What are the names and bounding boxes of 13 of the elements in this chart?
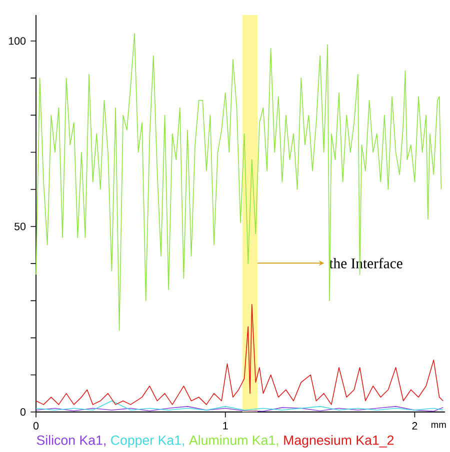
line-series	[36, 304, 444, 405]
x-tick-label: 2	[412, 422, 418, 430]
y-tick-label: 0	[20, 408, 26, 416]
y-tick-label: 50	[14, 222, 26, 230]
line-series	[36, 33, 442, 331]
text: Copper Ka1,	[111, 435, 184, 448]
x-axis-title: mm	[431, 422, 446, 428]
x-tick-label: 0	[33, 422, 39, 430]
y-tick-label: 100	[8, 37, 26, 45]
series-label: Silicon Ka1,	[36, 435, 106, 446]
text: Aluminum Ka1,	[188, 435, 278, 446]
x-tick-label: 1	[223, 422, 228, 430]
text: Magnesium Ka1_2	[284, 435, 394, 448]
